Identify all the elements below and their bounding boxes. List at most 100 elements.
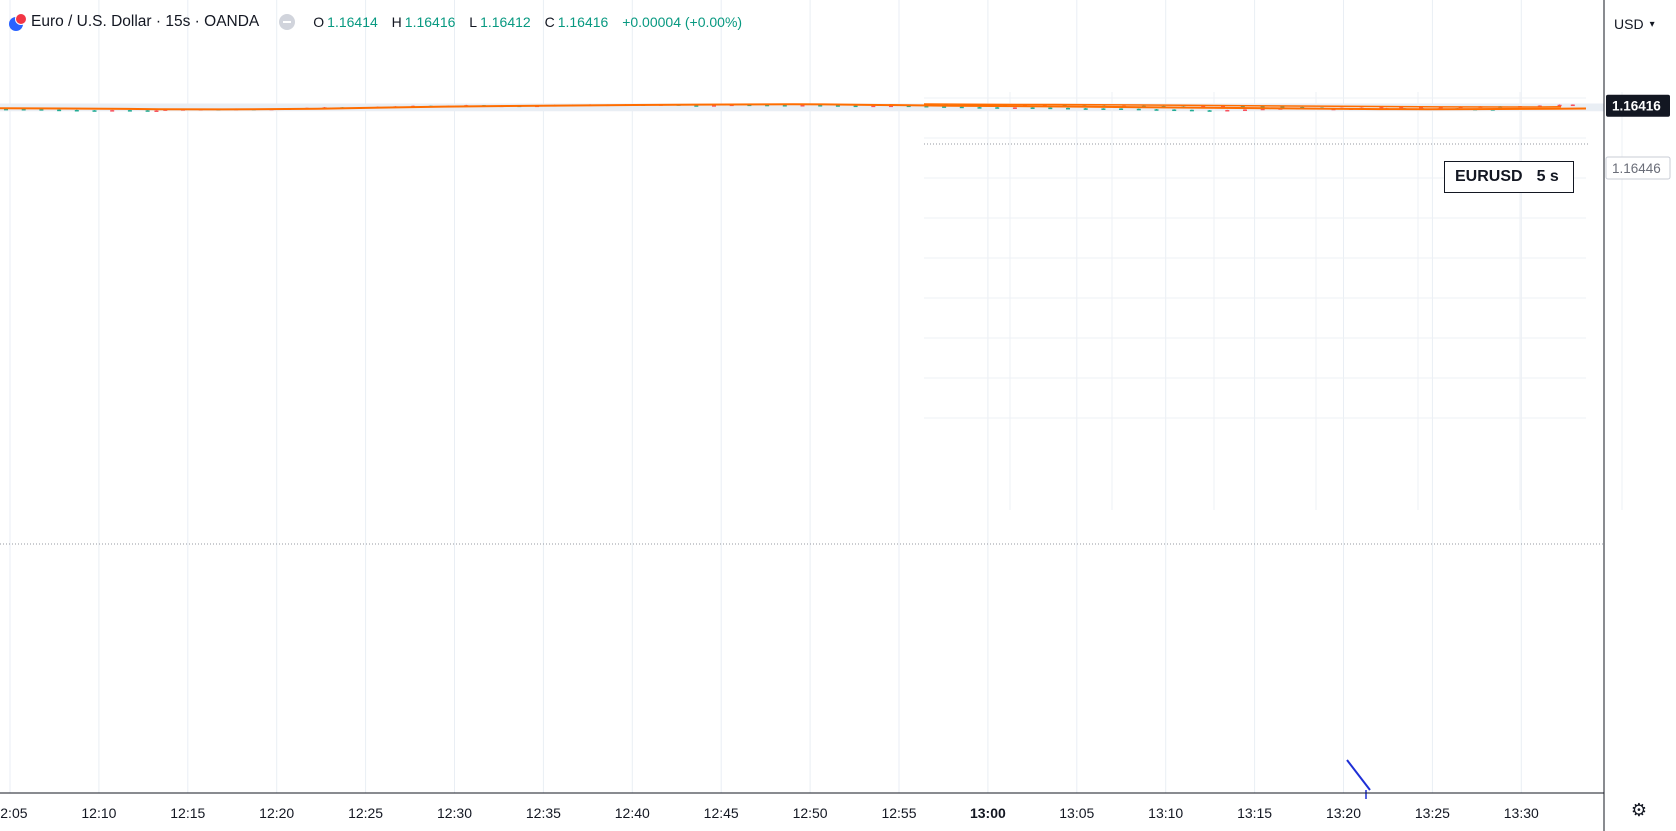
currency-button[interactable]: USD ▾ [1612, 9, 1670, 39]
main-candle-body [765, 104, 770, 107]
time-tick-label: 12:35 [526, 805, 561, 821]
overlay-candle-body [1379, 107, 1384, 109]
time-tick-label: 13:25 [1415, 805, 1450, 821]
main-candle-body [21, 108, 26, 111]
main-candle-body [92, 110, 97, 112]
time-tick-label: 12:45 [704, 805, 739, 821]
main-candle-body [1136, 108, 1141, 111]
overlay-candle-body [1399, 107, 1404, 109]
main-candle-body [889, 105, 893, 108]
main-candle-body [1119, 108, 1124, 110]
main-candle-body [800, 105, 805, 107]
overlay-candle-body [1280, 106, 1285, 108]
main-candle-body [906, 105, 911, 108]
ohlc-values: O 1.16414 H 1.16416 L 1.16412 C 1.16416 +0.0… [313, 14, 745, 30]
overlay-symbol-box[interactable]: EURUSD 5 s [1444, 161, 1574, 193]
symbol-title[interactable]: Euro / U.S. Dollar · 15s · OANDA [31, 13, 260, 30]
open-value: 1.16414 [327, 14, 378, 30]
main-candle-body [110, 110, 115, 112]
time-tick-label: 12:20 [259, 805, 294, 821]
overlay-candle-body [1438, 106, 1443, 109]
overlay-candle-body [1221, 105, 1225, 108]
overlay-candle-body [1240, 105, 1245, 108]
close-value: 1.16416 [557, 14, 609, 30]
time-tick-label: 13:05 [1059, 805, 1094, 821]
main-candle-body [853, 105, 858, 108]
grid [0, 0, 1604, 793]
change-value: +0.00004 (+0.00%) [622, 14, 743, 30]
low-label: L [469, 14, 478, 30]
overlay-candle-body [1570, 104, 1575, 107]
overlay-last-price-badge [1605, 156, 1671, 180]
time-tick-label: 12:30 [437, 805, 472, 821]
last-price-label: 1.16416 [1612, 99, 1661, 114]
overlay-candle-body [1260, 106, 1265, 108]
main-candle-body [145, 110, 150, 112]
main-candle-body [39, 109, 44, 111]
time-tick-label: 12:10 [81, 805, 116, 821]
main-candle-body [1101, 108, 1106, 110]
main-candle-body [942, 106, 947, 108]
time-tick-label: 12:55 [881, 805, 916, 821]
main-candle-body [1083, 108, 1088, 110]
time-tick-label: 12:05 [0, 805, 28, 821]
time-tick-label: 13:20 [1326, 805, 1361, 821]
main-candle-body [818, 105, 823, 107]
settings-gear-icon[interactable]: ⚙ [1630, 800, 1648, 820]
main-candle-body [1030, 107, 1035, 109]
main-candle-body [1066, 107, 1070, 110]
overlay-grid [924, 92, 1623, 510]
moving-averages [0, 103, 1587, 799]
last-price-badge [1606, 94, 1670, 117]
close-label: C [544, 14, 555, 30]
overlay-interval: 5 s [1536, 168, 1559, 185]
hide-legend-icon[interactable] [279, 14, 296, 30]
main-candle-body [1260, 108, 1265, 111]
main-candle-body [712, 105, 716, 107]
currency-label: USD [1614, 16, 1644, 32]
main-candle-body [1172, 109, 1177, 112]
overlay-candle-body [1419, 106, 1423, 109]
time-tick-label: 12:40 [615, 805, 650, 821]
currency-flag-icon [8, 13, 27, 31]
overlay-candle-body [1201, 105, 1206, 108]
main-candle-body [127, 110, 132, 112]
main-candle-body [1048, 107, 1053, 110]
main-candle-body [694, 105, 699, 107]
main-candle-body [959, 106, 964, 109]
low-value: 1.16412 [480, 14, 531, 30]
overlay-moving-average-line [923, 103, 1562, 108]
main-candle-body [1012, 107, 1017, 109]
main-candle-body [995, 107, 1000, 109]
symbol-legend: Euro / U.S. Dollar · 15s · OANDA O 1.1641… [8, 10, 745, 34]
main-candle-body [57, 109, 62, 112]
main-candle-body [74, 109, 79, 112]
overlay-last-price-label: 1.16446 [1612, 161, 1661, 176]
high-value: 1.16416 [404, 14, 456, 30]
main-candle-body [1243, 109, 1247, 112]
open-label: O [313, 14, 325, 30]
main-candle-body [977, 107, 982, 109]
time-tick-label: 12:15 [170, 805, 205, 821]
time-tick-label: 12:25 [348, 805, 383, 821]
main-candle-body [835, 105, 840, 107]
time-tick-label: 13:10 [1148, 805, 1183, 821]
main-candle-body [1225, 109, 1230, 112]
main-candle-body [1207, 110, 1212, 112]
high-label: H [391, 14, 402, 30]
main-candle-body [924, 105, 929, 108]
overlay-candle-body [1557, 104, 1562, 107]
drawing-mark [1346, 759, 1371, 791]
time-tick-label: 13:15 [1237, 805, 1272, 821]
main-candle-body [782, 105, 787, 107]
overlay-symbol: EURUSD [1455, 168, 1523, 185]
main-candle-body [1189, 109, 1194, 112]
main-candle-body [1154, 109, 1159, 111]
time-tick-label: 12:50 [793, 805, 828, 821]
main-candle-body [4, 108, 8, 111]
time-tick-label: 13:30 [1504, 805, 1539, 821]
main-candle-body [154, 110, 159, 112]
chevron-down-icon: ▾ [1649, 18, 1655, 30]
